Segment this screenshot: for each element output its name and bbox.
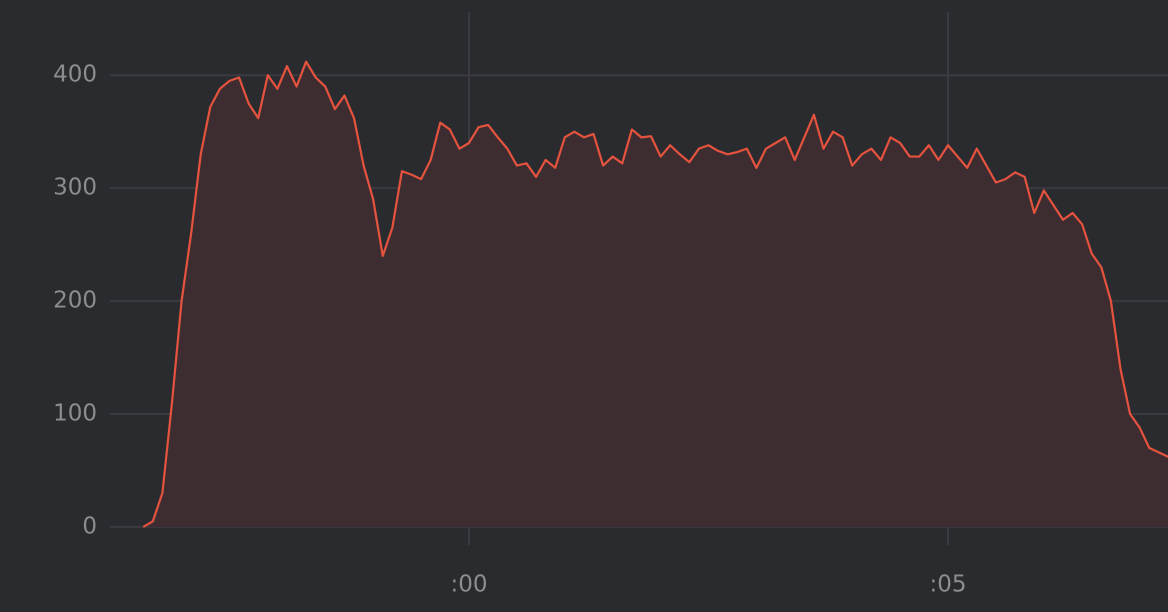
y-tick-label: 0 <box>82 513 97 539</box>
area-fill <box>143 61 1168 527</box>
line <box>142 60 1168 528</box>
x-tick-label: :05 <box>930 572 967 598</box>
x-tick-label: :00 <box>450 572 487 598</box>
y-tick-label: 100 <box>53 401 97 427</box>
y-tick-label: 200 <box>53 288 97 314</box>
y-tick-label: 300 <box>53 175 97 201</box>
y-tick-label: 400 <box>53 62 97 88</box>
